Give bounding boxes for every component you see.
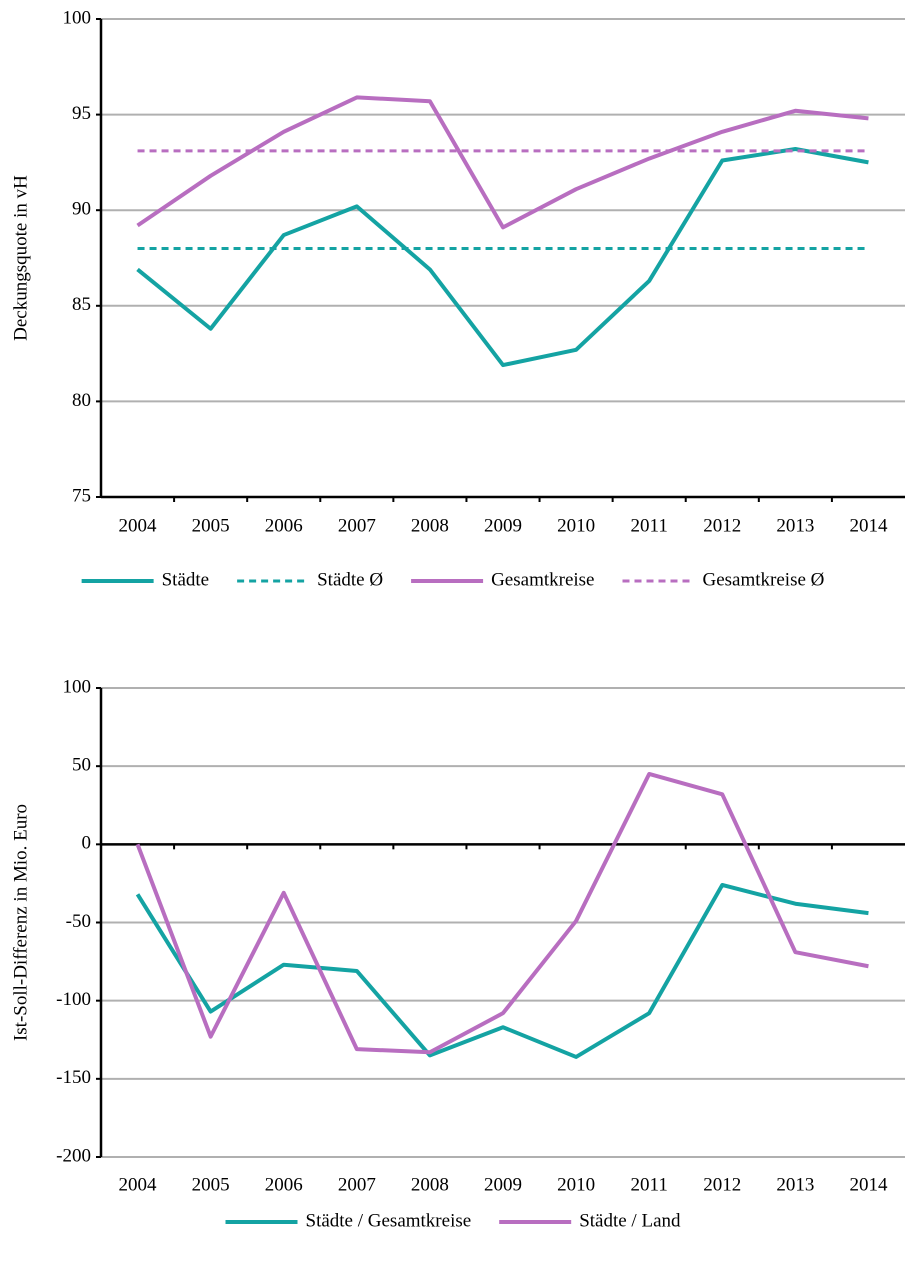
series-line xyxy=(136,95,869,230)
y-axis-label: Ist-Soll-Differenz in Mio. Euro xyxy=(10,804,31,1041)
x-tick-label: 2009 xyxy=(484,515,522,536)
y-tick-label: -200 xyxy=(56,1145,91,1166)
y-tick-label: 100 xyxy=(63,676,92,697)
x-tick-label: 2006 xyxy=(265,1174,303,1195)
legend-label: Städte xyxy=(162,569,210,590)
series-line xyxy=(136,147,869,368)
y-tick-label: 85 xyxy=(72,294,91,315)
x-tick-label: 2005 xyxy=(192,515,230,536)
series-line xyxy=(135,882,869,1059)
legend-label: Gesamtkreise xyxy=(491,569,594,590)
x-tick-label: 2013 xyxy=(776,515,814,536)
legend-label: Städte / Land xyxy=(579,1210,681,1231)
x-tick-label: 2011 xyxy=(631,515,668,536)
y-tick-label: -50 xyxy=(66,911,91,932)
x-tick-label: 2008 xyxy=(411,515,449,536)
x-tick-label: 2010 xyxy=(557,1174,595,1195)
y-tick-label: -150 xyxy=(56,1067,91,1088)
y-axis-label: Deckungsquote in vH xyxy=(10,175,31,341)
y-tick-label: 90 xyxy=(72,199,91,220)
y-tick-label: 75 xyxy=(72,485,91,506)
x-tick-label: 2008 xyxy=(411,1174,449,1195)
x-tick-label: 2004 xyxy=(119,515,158,536)
x-tick-label: 2011 xyxy=(631,1174,668,1195)
series-line xyxy=(135,771,869,1055)
legend-label: Städte / Gesamtkreise xyxy=(306,1210,472,1231)
x-tick-label: 2006 xyxy=(265,515,303,536)
legend-label: Städte Ø xyxy=(317,569,383,590)
x-tick-label: 2005 xyxy=(192,1174,230,1195)
x-tick-label: 2010 xyxy=(557,515,595,536)
x-tick-label: 2012 xyxy=(703,1174,741,1195)
y-tick-label: -100 xyxy=(56,989,91,1010)
y-tick-label: 80 xyxy=(72,390,91,411)
legend: Städte Städte Ø Gesamtkreise Gesamtkreise Ø xyxy=(81,569,824,590)
x-tick-label: 2007 xyxy=(338,1174,376,1195)
y-tick-label: 50 xyxy=(72,755,91,776)
y-tick-label: 95 xyxy=(72,103,91,124)
x-tick-label: 2009 xyxy=(484,1174,522,1195)
y-tick-label: 100 xyxy=(63,7,92,28)
x-tick-label: 2013 xyxy=(776,1174,814,1195)
legend: Städte / Gesamtkreise Städte / Land xyxy=(225,1210,681,1231)
x-tick-label: 2014 xyxy=(849,1174,888,1195)
x-tick-label: 2004 xyxy=(119,1174,158,1195)
x-tick-label: 2007 xyxy=(338,515,376,536)
legend-label: Gesamtkreise Ø xyxy=(702,569,824,590)
x-tick-label: 2012 xyxy=(703,515,741,536)
x-tick-label: 2014 xyxy=(849,515,888,536)
y-tick-label: 0 xyxy=(82,833,92,854)
